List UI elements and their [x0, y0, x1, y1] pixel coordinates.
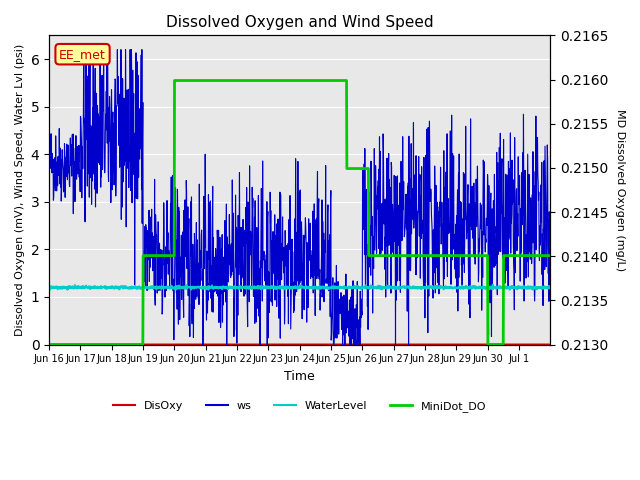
Y-axis label: Dissolved Oxygen (mV), Wind Speed, Water Lvl (psi): Dissolved Oxygen (mV), Wind Speed, Water… [15, 44, 25, 336]
X-axis label: Time: Time [284, 370, 315, 383]
Title: Dissolved Oxygen and Wind Speed: Dissolved Oxygen and Wind Speed [166, 15, 433, 30]
Text: EE_met: EE_met [59, 48, 106, 60]
Y-axis label: MD Dissolved Oxygen (mg/L): MD Dissolved Oxygen (mg/L) [615, 109, 625, 271]
Legend: DisOxy, ws, WaterLevel, MiniDot_DO: DisOxy, ws, WaterLevel, MiniDot_DO [109, 396, 491, 416]
